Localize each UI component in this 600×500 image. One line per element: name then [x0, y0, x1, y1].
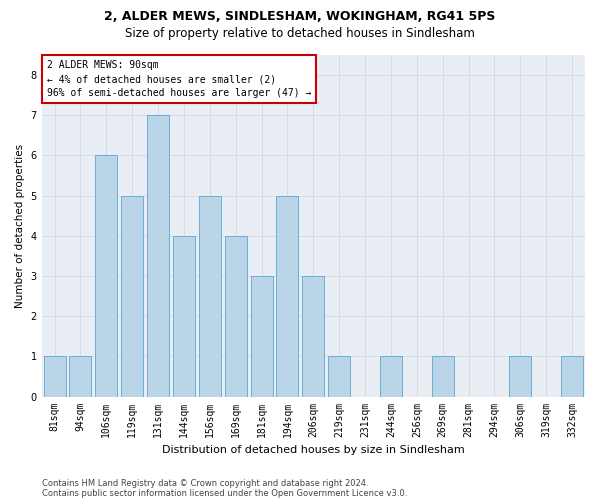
- Bar: [44, 356, 65, 397]
- Bar: [251, 276, 272, 396]
- Bar: [277, 196, 298, 396]
- Bar: [121, 196, 143, 396]
- X-axis label: Distribution of detached houses by size in Sindlesham: Distribution of detached houses by size …: [162, 445, 465, 455]
- Bar: [199, 196, 221, 396]
- Bar: [147, 116, 169, 396]
- Bar: [561, 356, 583, 397]
- Y-axis label: Number of detached properties: Number of detached properties: [15, 144, 25, 308]
- Bar: [509, 356, 532, 397]
- Bar: [95, 156, 118, 396]
- Bar: [173, 236, 195, 396]
- Text: Contains public sector information licensed under the Open Government Licence v3: Contains public sector information licen…: [42, 488, 407, 498]
- Bar: [432, 356, 454, 397]
- Text: Size of property relative to detached houses in Sindlesham: Size of property relative to detached ho…: [125, 28, 475, 40]
- Bar: [302, 276, 325, 396]
- Text: Contains HM Land Registry data © Crown copyright and database right 2024.: Contains HM Land Registry data © Crown c…: [42, 478, 368, 488]
- Bar: [70, 356, 91, 397]
- Bar: [380, 356, 402, 397]
- Text: 2, ALDER MEWS, SINDLESHAM, WOKINGHAM, RG41 5PS: 2, ALDER MEWS, SINDLESHAM, WOKINGHAM, RG…: [104, 10, 496, 23]
- Bar: [328, 356, 350, 397]
- Bar: [225, 236, 247, 396]
- Text: 2 ALDER MEWS: 90sqm
← 4% of detached houses are smaller (2)
96% of semi-detached: 2 ALDER MEWS: 90sqm ← 4% of detached hou…: [47, 60, 311, 98]
